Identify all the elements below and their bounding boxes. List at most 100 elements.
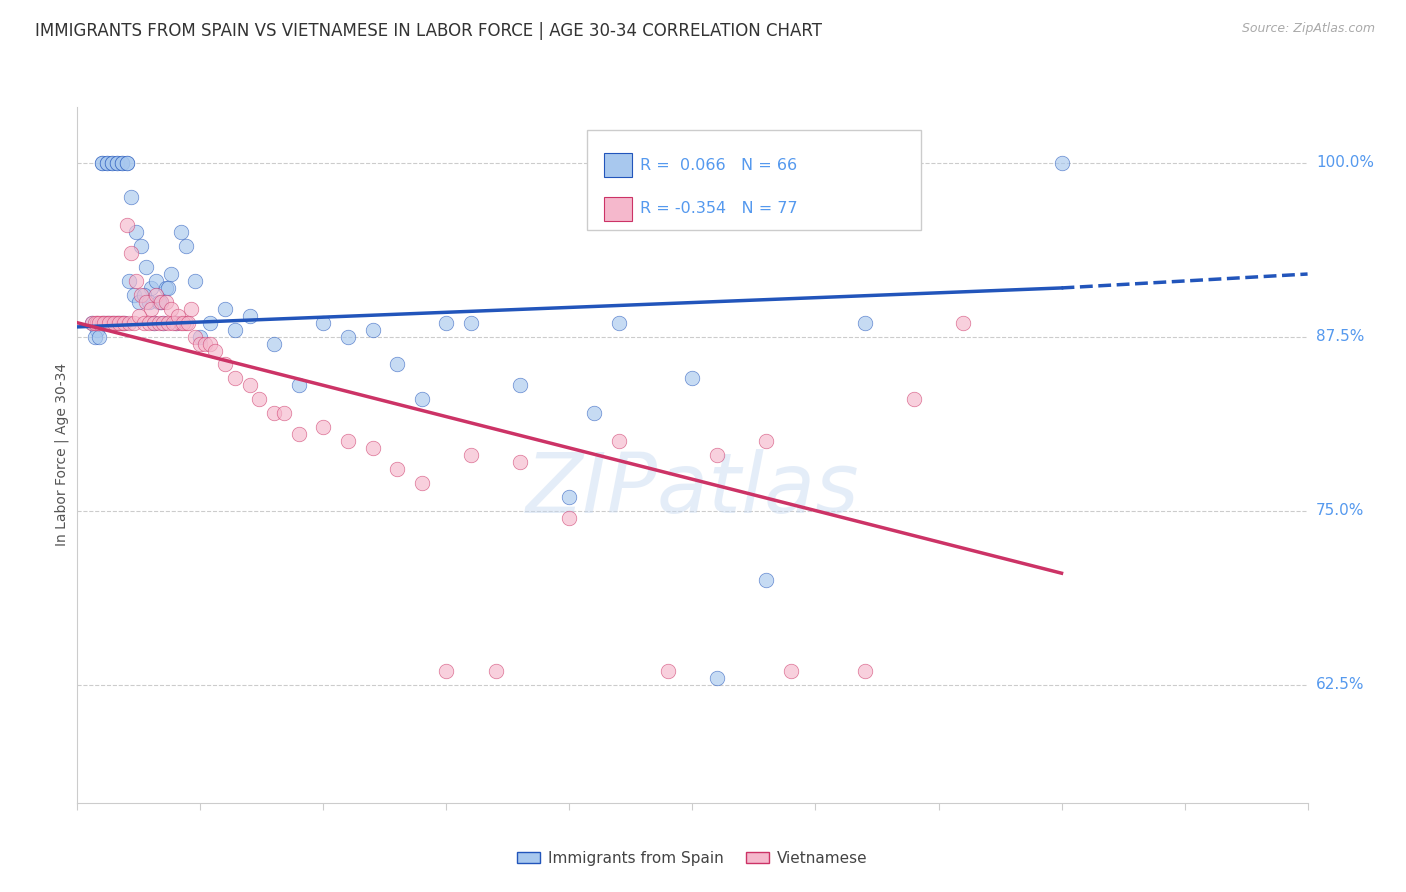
Point [312, 420, 335, 434]
Point [142, 316, 165, 330]
Point [436, 664, 458, 678]
Point [105, 155, 128, 169]
Point [115, 155, 138, 169]
Point [239, 378, 262, 392]
Point [174, 316, 197, 330]
Point [83, 316, 105, 330]
Point [170, 225, 193, 239]
Point [148, 294, 170, 309]
Point [150, 294, 173, 309]
Point [142, 316, 165, 330]
Point [129, 288, 153, 302]
Point [90, 155, 114, 169]
Point [152, 316, 174, 330]
Point [145, 288, 167, 302]
Point [121, 190, 143, 204]
Point [224, 323, 246, 337]
Point [263, 336, 285, 351]
Point [165, 316, 187, 330]
Text: R =  0.066   N = 66: R = 0.066 N = 66 [641, 158, 797, 173]
Point [682, 371, 704, 385]
Point [361, 323, 384, 337]
Point [101, 155, 124, 169]
Point [361, 441, 384, 455]
Point [108, 316, 131, 330]
Point [273, 406, 295, 420]
Point [180, 301, 202, 316]
Text: IMMIGRANTS FROM SPAIN VS VIETNAMESE IN LABOR FORCE | AGE 30-34 CORRELATION CHART: IMMIGRANTS FROM SPAIN VS VIETNAMESE IN L… [35, 22, 823, 40]
Point [288, 427, 311, 442]
Point [780, 664, 803, 678]
Point [89, 329, 111, 343]
Point [204, 343, 226, 358]
Point [132, 316, 155, 330]
Point [214, 301, 236, 316]
Y-axis label: In Labor Force | Age 30-34: In Labor Force | Age 30-34 [55, 363, 69, 547]
Point [200, 316, 222, 330]
Point [148, 316, 170, 330]
Point [460, 316, 482, 330]
Point [115, 155, 138, 169]
Point [105, 316, 128, 330]
Point [160, 267, 183, 281]
Point [138, 294, 160, 309]
Point [108, 316, 131, 330]
Point [112, 316, 135, 330]
Point [583, 406, 606, 420]
Point [105, 155, 128, 169]
Point [607, 316, 630, 330]
Point [111, 155, 132, 169]
Point [111, 155, 132, 169]
Point [141, 281, 163, 295]
Point [101, 316, 124, 330]
Point [558, 490, 581, 504]
Point [152, 316, 174, 330]
Point [86, 316, 108, 330]
Point [103, 316, 125, 330]
Point [188, 329, 212, 343]
Point [90, 316, 114, 330]
Text: 75.0%: 75.0% [1316, 503, 1364, 518]
Point [118, 316, 141, 330]
Point [188, 336, 212, 351]
Point [122, 288, 145, 302]
Point [903, 392, 925, 407]
Point [1050, 155, 1073, 169]
Point [105, 316, 128, 330]
Point [125, 274, 148, 288]
Point [184, 329, 207, 343]
Point [90, 316, 114, 330]
Point [200, 336, 222, 351]
Legend: Immigrants from Spain, Vietnamese: Immigrants from Spain, Vietnamese [512, 845, 873, 871]
Text: ZIPatlas: ZIPatlas [526, 450, 859, 530]
Point [160, 301, 183, 316]
Point [249, 392, 271, 407]
Point [952, 316, 974, 330]
Point [132, 288, 155, 302]
Point [115, 219, 138, 233]
Point [135, 294, 157, 309]
Point [411, 392, 433, 407]
Point [96, 155, 118, 169]
Point [706, 671, 728, 685]
Point [162, 316, 184, 330]
Point [165, 316, 187, 330]
Point [96, 316, 118, 330]
Point [157, 281, 180, 295]
Point [288, 378, 311, 392]
Point [170, 316, 193, 330]
Point [706, 448, 728, 462]
Text: 62.5%: 62.5% [1316, 677, 1364, 692]
Point [96, 316, 118, 330]
Point [239, 309, 262, 323]
Point [755, 434, 778, 448]
Point [135, 260, 157, 274]
Point [112, 316, 135, 330]
Point [157, 316, 180, 330]
Point [96, 155, 118, 169]
Point [337, 434, 360, 448]
Point [172, 316, 194, 330]
Point [145, 274, 167, 288]
Point [122, 316, 145, 330]
Point [111, 316, 132, 330]
